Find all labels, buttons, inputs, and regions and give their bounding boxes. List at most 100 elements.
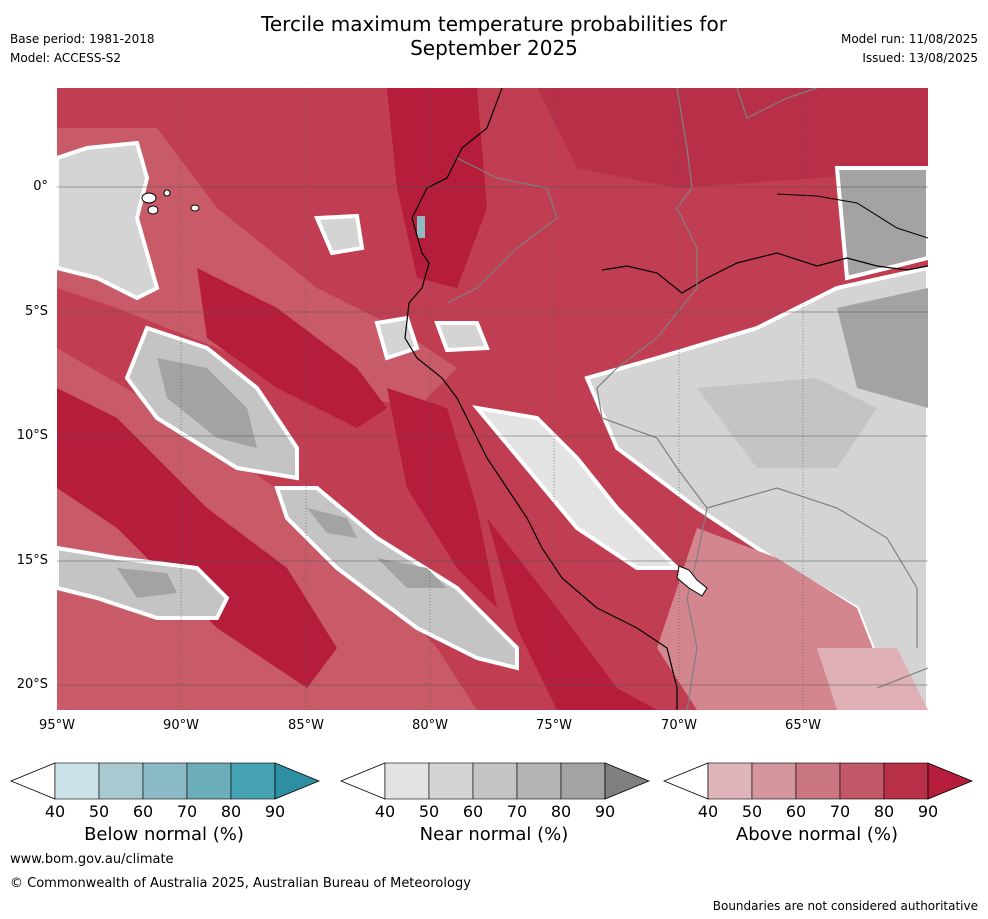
near-normal-tick-label: 70 bbox=[506, 802, 528, 821]
footer-disclaimer: Boundaries are not considered authoritat… bbox=[712, 899, 978, 913]
near-normal-offshore bbox=[314, 213, 365, 256]
near-normal-colorbar-title: Near normal (%) bbox=[419, 824, 569, 845]
below-normal-tick-label: 50 bbox=[88, 802, 110, 821]
below-normal-arrow-high bbox=[274, 762, 320, 800]
coastline bbox=[404, 88, 678, 710]
below-normal-segment bbox=[142, 762, 188, 800]
lon-label-70w: 70°W bbox=[661, 718, 697, 733]
above-90-coast-core bbox=[387, 388, 497, 608]
near-normal-segment bbox=[428, 762, 474, 800]
model-text: Model: ACCESS-S2 bbox=[10, 51, 122, 65]
above-normal-segment bbox=[839, 762, 885, 800]
above-normal-arrow-low bbox=[663, 762, 709, 800]
near-normal-core-2b bbox=[377, 558, 447, 588]
near-normal-core-ne bbox=[834, 166, 928, 281]
near-normal-tick-label: 50 bbox=[418, 802, 440, 821]
title-line-1: Tercile maximum temperature probabilitie… bbox=[261, 12, 727, 36]
above-90-north-core bbox=[387, 88, 487, 288]
below-normal-spot bbox=[417, 216, 425, 238]
probability-map bbox=[57, 88, 928, 710]
above-90-band-1 bbox=[197, 268, 387, 428]
above-normal-tick-label: 90 bbox=[917, 802, 939, 821]
near-normal-gulf bbox=[374, 315, 420, 361]
border-peru-brazil-bolivia bbox=[596, 88, 708, 710]
above-normal-colorbar bbox=[663, 762, 973, 800]
lat-label-5s: 5°S bbox=[24, 304, 48, 319]
map-title: Tercile maximum temperature probabilitie… bbox=[0, 12, 988, 60]
near-normal-core-3 bbox=[117, 568, 177, 598]
above-normal-segment bbox=[795, 762, 841, 800]
near-normal-arrow-low bbox=[340, 762, 386, 800]
footer-url: www.bom.gov.au/climate bbox=[10, 852, 174, 867]
above-80-amazon bbox=[537, 88, 928, 188]
near-normal-segment bbox=[560, 762, 606, 800]
border-bolivia bbox=[706, 487, 918, 648]
lat-label-15s: 15°S bbox=[16, 553, 48, 568]
near-normal-core-east bbox=[837, 288, 928, 408]
lon-label-85w: 85°W bbox=[288, 718, 324, 733]
lake-titicaca bbox=[676, 565, 708, 597]
below-normal-segment bbox=[98, 762, 144, 800]
above-90-band-2 bbox=[57, 388, 337, 688]
river-north bbox=[776, 193, 928, 239]
near-normal-tick-label: 60 bbox=[462, 802, 484, 821]
issued-text: Issued: 13/08/2025 bbox=[862, 51, 978, 65]
lon-label-65w: 65°W bbox=[785, 718, 821, 733]
above-normal-segment bbox=[883, 762, 929, 800]
below-normal-tick-label: 60 bbox=[132, 802, 154, 821]
near-normal-tick-label: 80 bbox=[550, 802, 572, 821]
above-normal-segment bbox=[751, 762, 797, 800]
map-canvas bbox=[57, 88, 928, 710]
base-period-text: Base period: 1981-2018 bbox=[10, 32, 155, 46]
below-normal-tick-label: 80 bbox=[220, 802, 242, 821]
near-normal-segment bbox=[384, 762, 430, 800]
near-normal-tick-label: 40 bbox=[374, 802, 396, 821]
below-normal-segment bbox=[230, 762, 276, 800]
below-normal-colorbar bbox=[10, 762, 320, 800]
latitude-lines bbox=[57, 186, 928, 686]
lon-label-75w: 75°W bbox=[536, 718, 572, 733]
footer-copyright: © Commonwealth of Australia 2025, Austra… bbox=[10, 876, 471, 891]
galapagos-island-3 bbox=[163, 189, 171, 197]
lat-label-20s: 20°S bbox=[16, 677, 48, 692]
above-normal-tick-label: 60 bbox=[785, 802, 807, 821]
galapagos-island-4 bbox=[190, 204, 200, 212]
near-normal-segment bbox=[472, 762, 518, 800]
near-normal-core-1 bbox=[157, 358, 257, 448]
below-normal-tick-label: 90 bbox=[264, 802, 286, 821]
border-colombia bbox=[736, 88, 818, 119]
above-normal-segment bbox=[707, 762, 753, 800]
near-normal-core-central bbox=[697, 378, 877, 468]
above-normal-colorbar-title: Above normal (%) bbox=[735, 824, 899, 845]
near-normal-tick-label: 90 bbox=[594, 802, 616, 821]
near-normal-colorbar bbox=[340, 762, 650, 800]
near-normal-andes-strip bbox=[472, 405, 682, 570]
below-normal-colorbar-title: Below normal (%) bbox=[84, 824, 244, 845]
border-south bbox=[876, 667, 928, 689]
above-50-south-east bbox=[817, 648, 928, 710]
below-normal-segment bbox=[186, 762, 232, 800]
above-normal-tick-label: 40 bbox=[697, 802, 719, 821]
below-normal-tick-label: 70 bbox=[176, 802, 198, 821]
above-normal-tick-label: 80 bbox=[873, 802, 895, 821]
border-ecuador bbox=[446, 157, 558, 304]
below-normal-tick-label: 40 bbox=[44, 802, 66, 821]
above-normal-tick-label: 70 bbox=[829, 802, 851, 821]
above-90-south-core bbox=[487, 518, 657, 710]
below-normal-arrow-low bbox=[10, 762, 56, 800]
galapagos-island-1 bbox=[141, 192, 157, 204]
galapagos-island-2 bbox=[147, 205, 159, 215]
near-normal-galapagos bbox=[57, 140, 160, 301]
lon-label-90w: 90°W bbox=[163, 718, 199, 733]
below-normal-segment bbox=[54, 762, 100, 800]
amazon-river bbox=[601, 252, 928, 294]
lon-label-80w: 80°W bbox=[412, 718, 448, 733]
above-normal-tick-label: 50 bbox=[741, 802, 763, 821]
lat-label-10s: 10°S bbox=[16, 428, 48, 443]
title-line-2: September 2025 bbox=[410, 36, 578, 60]
near-normal-core-2a bbox=[307, 508, 357, 538]
above-normal-arrow-high bbox=[927, 762, 973, 800]
above-70-ocean-north bbox=[57, 128, 457, 408]
model-run-text: Model run: 11/08/2025 bbox=[840, 32, 978, 46]
lat-label-0: 0° bbox=[33, 179, 48, 194]
